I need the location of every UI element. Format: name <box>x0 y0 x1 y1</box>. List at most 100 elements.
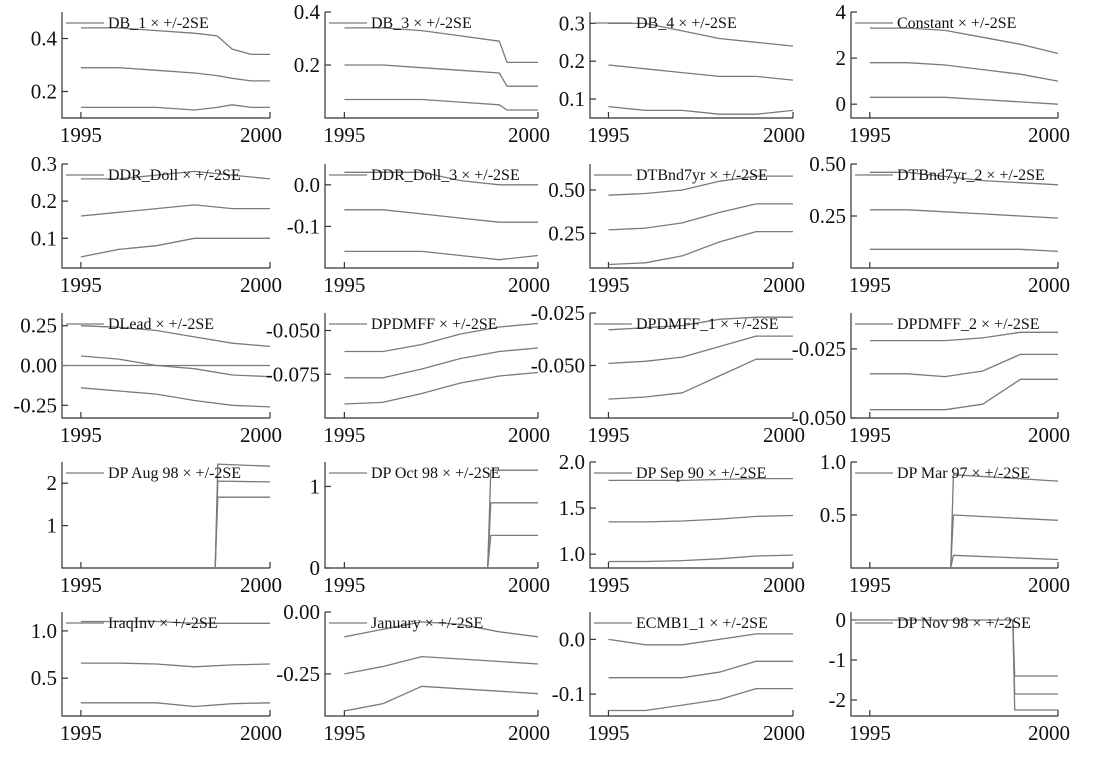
axis-lines <box>850 462 1058 569</box>
x-tick-label: 1995 <box>323 721 365 745</box>
series-line-1 <box>869 62 1059 82</box>
series-line-1 <box>869 353 1058 378</box>
series-line-2 <box>608 687 793 712</box>
x-tick-label: 1995 <box>849 573 891 597</box>
panel-15: 1.0 0.5 1995 2000 DP Mar 97 × +/-2SE <box>820 450 1070 597</box>
x-tick-label: 2000 <box>508 273 550 297</box>
legend-label: DTBnd7yr × +/-2SE <box>636 167 768 184</box>
series-line-2 <box>608 358 793 400</box>
series-line-2 <box>869 378 1058 411</box>
series-line-1 <box>80 67 270 82</box>
y-tick-label: 0.1 <box>31 226 57 250</box>
series-line-0 <box>608 175 793 196</box>
y-tick-label: -0.075 <box>266 362 320 386</box>
y-tick-label: -0.25 <box>276 662 320 686</box>
y-tick-label: 0.2 <box>31 80 57 104</box>
series-line-1 <box>214 480 271 569</box>
y-tick-label: 0.25 <box>20 314 57 338</box>
x-tick-label: 1995 <box>323 423 365 447</box>
axis-lines <box>324 313 538 419</box>
axis-lines <box>589 12 793 119</box>
axis-lines <box>324 612 538 717</box>
series-line-2 <box>344 98 538 111</box>
series-line-1 <box>344 347 539 379</box>
series-line-0 <box>869 171 1059 186</box>
series-line-0 <box>344 621 539 638</box>
y-tick-label: 0 <box>836 608 847 632</box>
axis-lines <box>61 12 270 119</box>
x-tick-label: 2000 <box>1028 721 1070 745</box>
panel-6: 0.50 0.25 1995 2000 DTBnd7yr × +/-2SE <box>548 164 805 297</box>
panel-12: 2 1 1995 2000 DP Aug 98 × +/-2SE <box>47 462 282 597</box>
series-line-0 <box>80 170 271 180</box>
y-tick-label: -1 <box>829 648 847 672</box>
series-line-2 <box>344 250 539 261</box>
series-line-2 <box>608 554 794 563</box>
series-line-0 <box>344 27 538 64</box>
x-tick-label: 2000 <box>763 423 805 447</box>
x-tick-label: 2000 <box>763 123 805 147</box>
x-tick-label: 2000 <box>240 123 282 147</box>
y-tick-label: 0.25 <box>548 221 585 245</box>
x-tick-label: 1995 <box>60 573 102 597</box>
legend-label: DPDMFF × +/-2SE <box>371 316 498 333</box>
y-tick-label: 0.0 <box>294 173 320 197</box>
axis-lines <box>850 12 1058 119</box>
x-tick-label: 2000 <box>508 423 550 447</box>
y-tick-label: 1.5 <box>559 496 585 520</box>
legend-label: DDR_Doll × +/-2SE <box>108 167 241 184</box>
panel-1: 0.4 0.2 1995 2000 DB_3 × +/-2SE <box>294 0 550 147</box>
y-tick-label: 0.50 <box>809 152 846 176</box>
series-line-3 <box>80 387 271 408</box>
panel-17: 0.00 -0.25 1995 2000 January × +/-2SE <box>276 600 550 745</box>
x-tick-label: 2000 <box>1028 573 1070 597</box>
panel-7: 0.50 0.25 1995 2000 DTBnd7yr_2 × +/-2SE <box>809 152 1070 297</box>
x-tick-label: 1995 <box>323 573 365 597</box>
series-line-0 <box>608 316 793 331</box>
y-tick-label: -0.025 <box>792 337 846 361</box>
y-tick-label: 0.5 <box>820 503 846 527</box>
x-tick-label: 1995 <box>587 573 629 597</box>
series-line-0 <box>487 469 538 569</box>
series-line-0 <box>80 620 270 624</box>
series-line-2 <box>869 248 1059 253</box>
x-tick-label: 2000 <box>240 273 282 297</box>
y-tick-label: 0.2 <box>559 49 585 73</box>
series-line-1 <box>344 209 538 223</box>
x-tick-label: 1995 <box>323 123 365 147</box>
legend-label: DB_1 × +/-2SE <box>108 15 209 32</box>
series-line-1 <box>80 204 270 217</box>
y-tick-label: -0.050 <box>266 319 320 343</box>
y-tick-label: -0.050 <box>531 354 585 378</box>
y-tick-label: -0.1 <box>552 682 585 706</box>
y-tick-label: 0.1 <box>559 87 585 111</box>
x-tick-label: 1995 <box>60 273 102 297</box>
x-tick-label: 2000 <box>1028 273 1070 297</box>
series-line-1 <box>950 514 1059 569</box>
y-tick-label: 0.2 <box>294 53 320 77</box>
y-tick-label: -0.050 <box>792 406 846 430</box>
legend-label: DB_4 × +/-2SE <box>636 15 737 32</box>
x-tick-label: 2000 <box>240 721 282 745</box>
x-tick-label: 2000 <box>763 721 805 745</box>
axis-lines <box>589 164 793 269</box>
y-tick-label: -2 <box>829 688 847 712</box>
y-tick-label: 1.0 <box>31 619 57 643</box>
axis-lines <box>61 462 270 569</box>
series-line-1 <box>80 325 271 348</box>
series-line-0 <box>344 171 538 186</box>
series-line-1 <box>608 203 793 231</box>
series-line-0 <box>869 331 1058 342</box>
series-line-1 <box>608 64 794 81</box>
series-line-2 <box>214 496 270 569</box>
legend-label: DTBnd7yr_2 × +/-2SE <box>897 167 1045 184</box>
x-tick-label: 1995 <box>587 721 629 745</box>
series-line-1 <box>344 655 539 675</box>
series-line-2 <box>487 534 538 569</box>
